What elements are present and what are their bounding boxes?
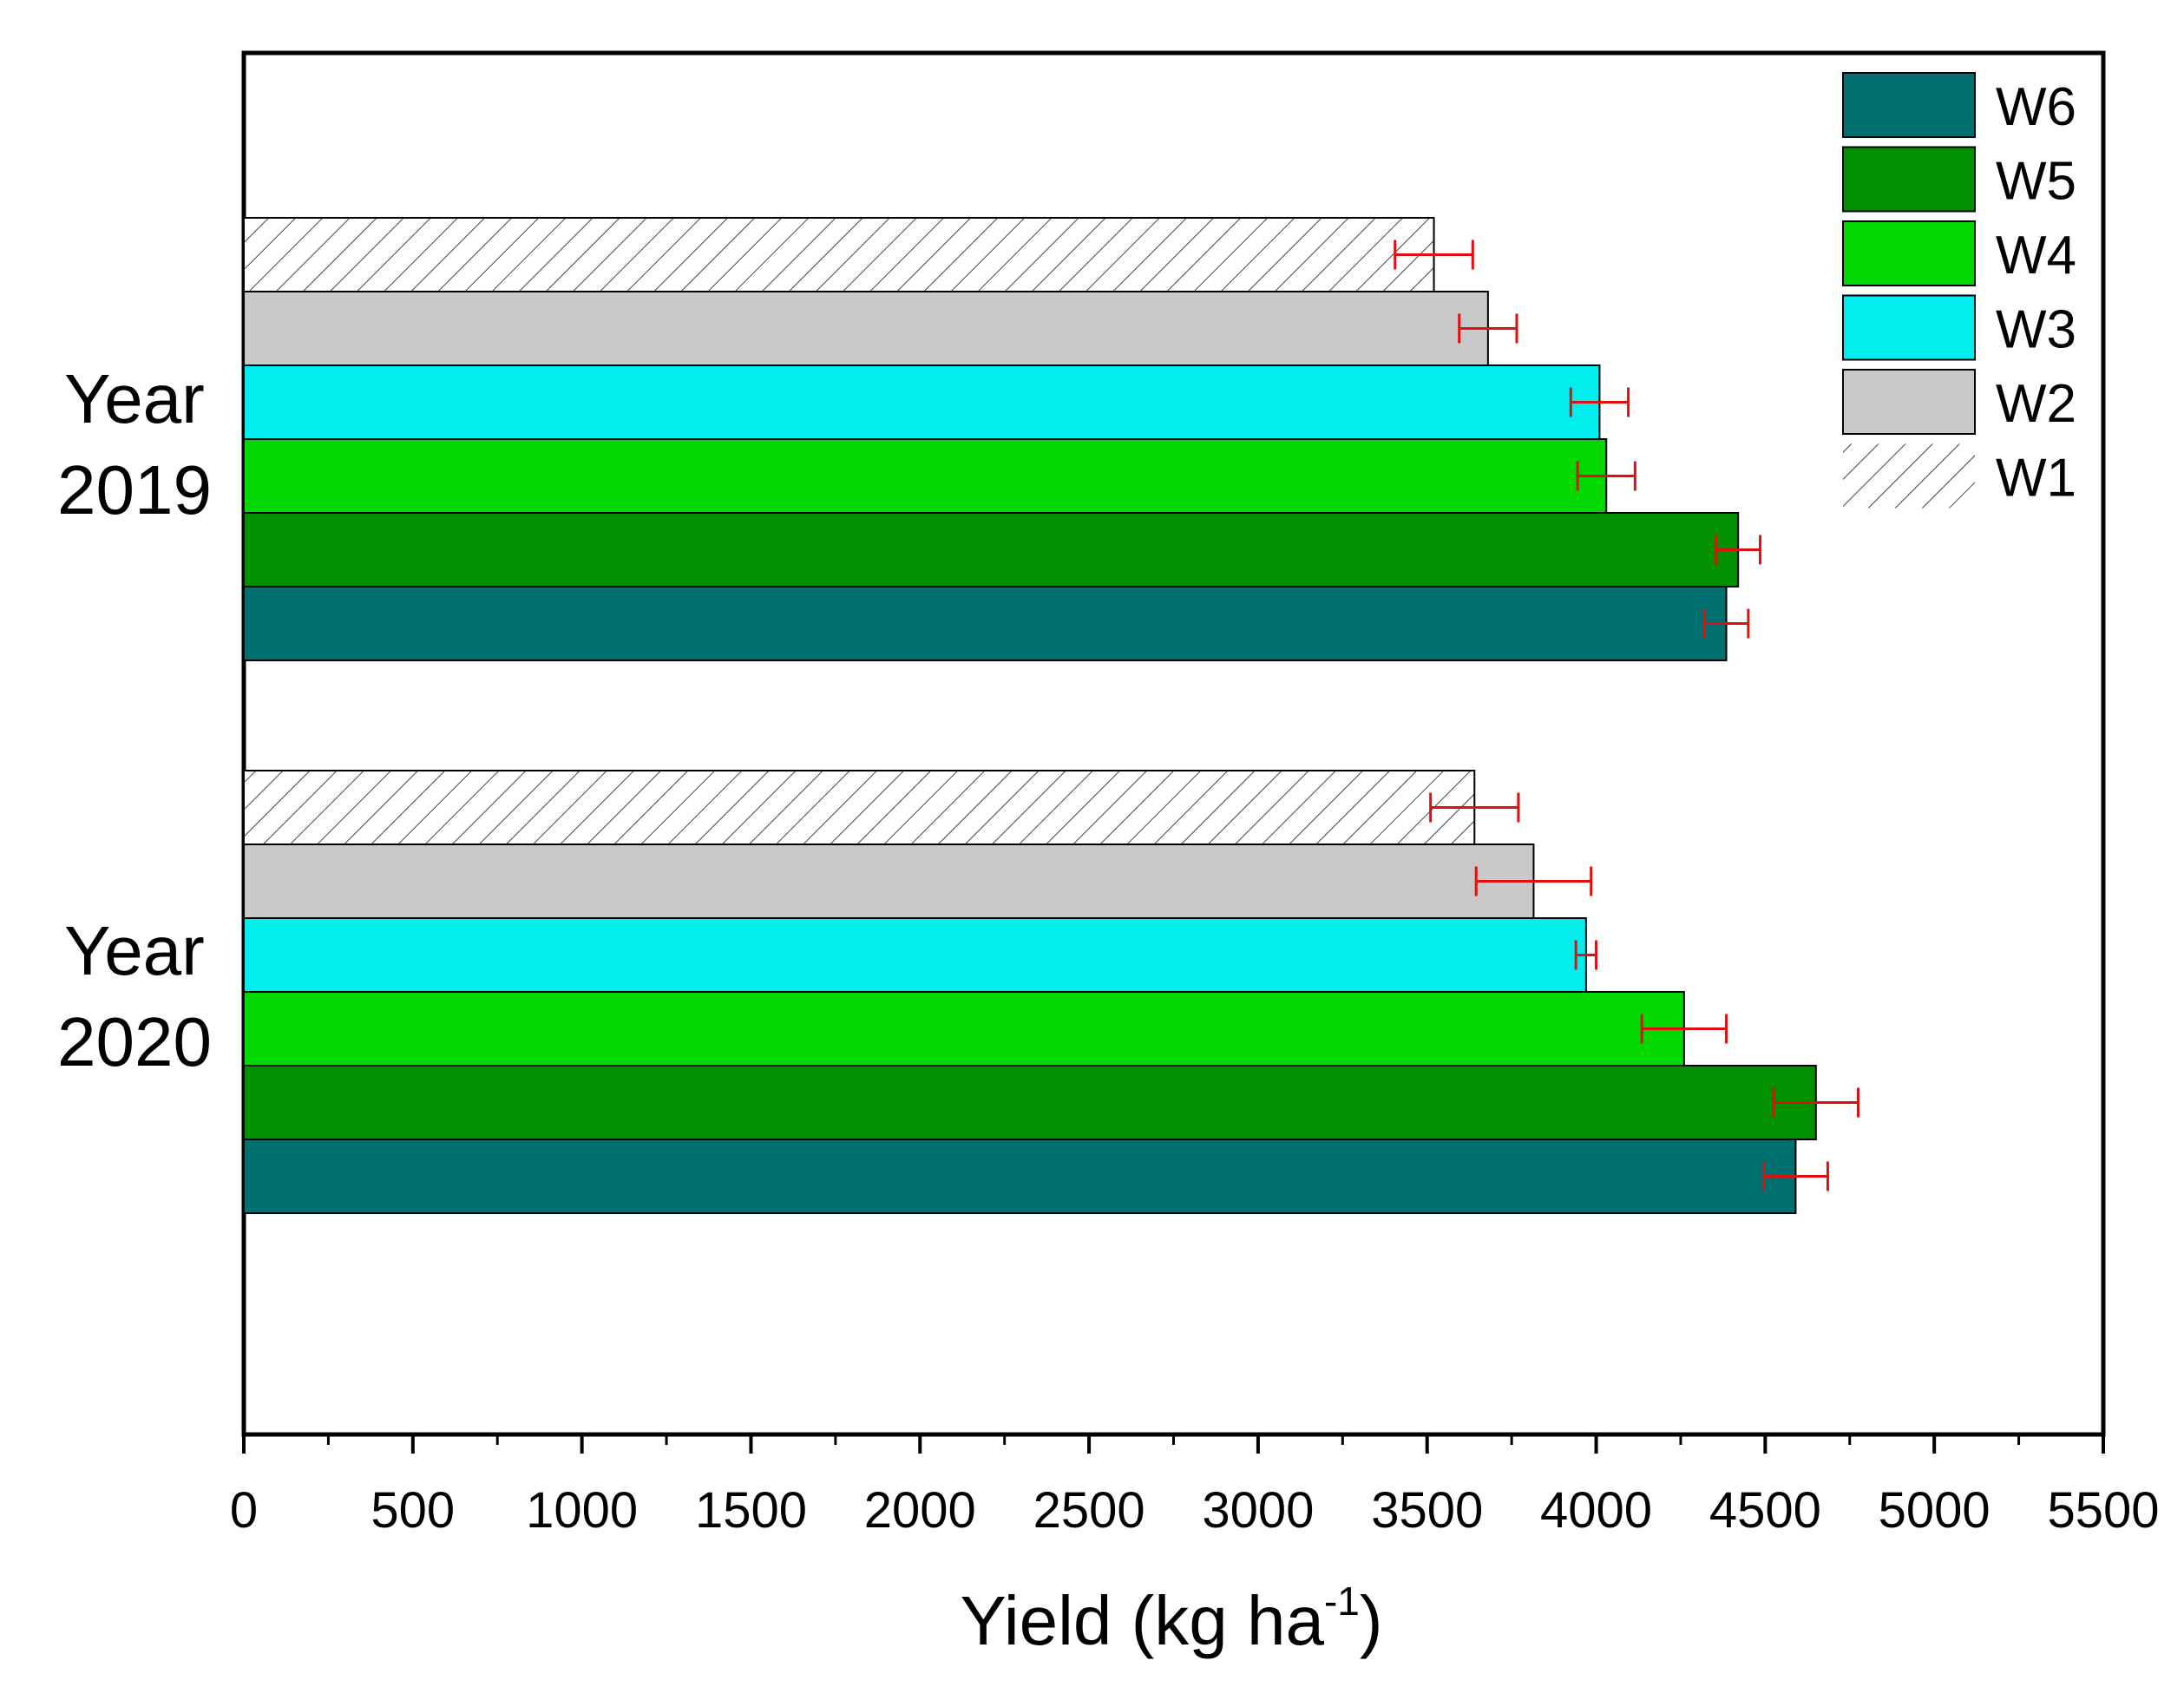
legend-swatch-w6 [1842, 72, 1976, 138]
error-bar-w5-2019 [1715, 535, 1762, 565]
error-bars-group [1394, 240, 1860, 1191]
legend-swatch-w3 [1842, 294, 1976, 361]
legend-item-w2: W2 [1842, 369, 2076, 435]
category-label-line2: 2019 [57, 451, 212, 528]
y-axis-category-labels: Year 2019 Year 2020 [57, 360, 212, 1080]
category-label-2019: Year 2019 [57, 360, 212, 528]
error-bar-w5-2020 [1772, 1087, 1860, 1118]
legend-label-w1: W1 [1996, 449, 2076, 509]
bar-w5-2019 [243, 512, 1740, 587]
legend-label-w2: W2 [1996, 374, 2076, 434]
category-label-line1: Year [64, 912, 205, 989]
x-axis: 0 500 1000 1500 2000 2500 3000 3500 4000 4500 5000… [230, 1434, 2160, 1539]
x-tick-label-5500: 5500 [2047, 1482, 2159, 1539]
legend-label-w6: W6 [1996, 77, 2076, 137]
category-label-line2: 2020 [57, 1003, 212, 1080]
legend-label-w3: W3 [1996, 300, 2076, 360]
error-bar-w2-2019 [1458, 313, 1518, 344]
error-bar-w3-2020 [1574, 940, 1598, 970]
bar-w6-2019 [243, 586, 1728, 661]
x-axis-title-close: ) [1360, 1582, 1383, 1659]
bar-w2-2020 [243, 844, 1535, 919]
bar-w6-2020 [243, 1139, 1797, 1214]
x-tick-label-500: 500 [371, 1482, 455, 1539]
x-tick-label-4500: 4500 [1709, 1482, 1821, 1539]
x-axis-title: Yield (kg ha-1) [960, 1579, 1382, 1659]
x-axis-title-main: Yield (kg ha [960, 1582, 1324, 1659]
error-bar-w3-2019 [1569, 387, 1630, 417]
bar-w1-2020 [243, 770, 1476, 845]
legend-label-w4: W4 [1996, 226, 2076, 286]
bar-w3-2020 [243, 917, 1587, 993]
bar-w4-2020 [243, 991, 1685, 1067]
x-tick-label-3500: 3500 [1371, 1482, 1483, 1539]
category-label-line1: Year [64, 360, 205, 437]
error-bar-w6-2020 [1761, 1161, 1829, 1191]
x-tick-label-2000: 2000 [864, 1482, 976, 1539]
bars-group [243, 217, 1817, 1214]
legend-label-w5: W5 [1996, 152, 2076, 212]
bar-w3-2019 [243, 364, 1601, 440]
x-tick-label-3000: 3000 [1202, 1482, 1314, 1539]
legend-item-w1: W1 [1843, 443, 2076, 509]
x-tick-label-4000: 4000 [1540, 1482, 1652, 1539]
x-tick-label-1500: 1500 [695, 1482, 807, 1539]
bar-w5-2020 [243, 1065, 1817, 1140]
legend-swatch-w4 [1842, 220, 1976, 286]
legend-item-w6: W6 [1842, 72, 2076, 138]
legend-swatch-w1 [1843, 443, 1975, 509]
x-axis-title-superscript: -1 [1324, 1579, 1360, 1624]
legend-item-w3: W3 [1842, 294, 2076, 361]
error-bar-w2-2020 [1474, 866, 1593, 896]
category-label-2020: Year 2020 [57, 912, 212, 1080]
bar-w4-2019 [243, 438, 1608, 514]
legend-item-w4: W4 [1842, 220, 2076, 286]
error-bar-w6-2019 [1702, 608, 1750, 639]
legend: W6 W5 W4 W3 W2 W1 [1842, 72, 2076, 509]
x-tick-label-2500: 2500 [1033, 1482, 1145, 1539]
x-tick-label-0: 0 [230, 1482, 258, 1539]
bar-w1-2019 [243, 217, 1435, 292]
error-bar-w1-2019 [1394, 240, 1474, 270]
legend-item-w5: W5 [1842, 146, 2076, 213]
x-tick-label-1000: 1000 [526, 1482, 638, 1539]
x-tick-label-5000: 5000 [1879, 1482, 1991, 1539]
error-bar-w4-2019 [1576, 461, 1636, 491]
error-bar-w4-2020 [1640, 1014, 1728, 1044]
error-bar-w1-2020 [1429, 792, 1520, 823]
legend-swatch-w5 [1842, 146, 1976, 213]
bar-w2-2019 [243, 291, 1489, 366]
legend-swatch-w2 [1842, 369, 1976, 435]
